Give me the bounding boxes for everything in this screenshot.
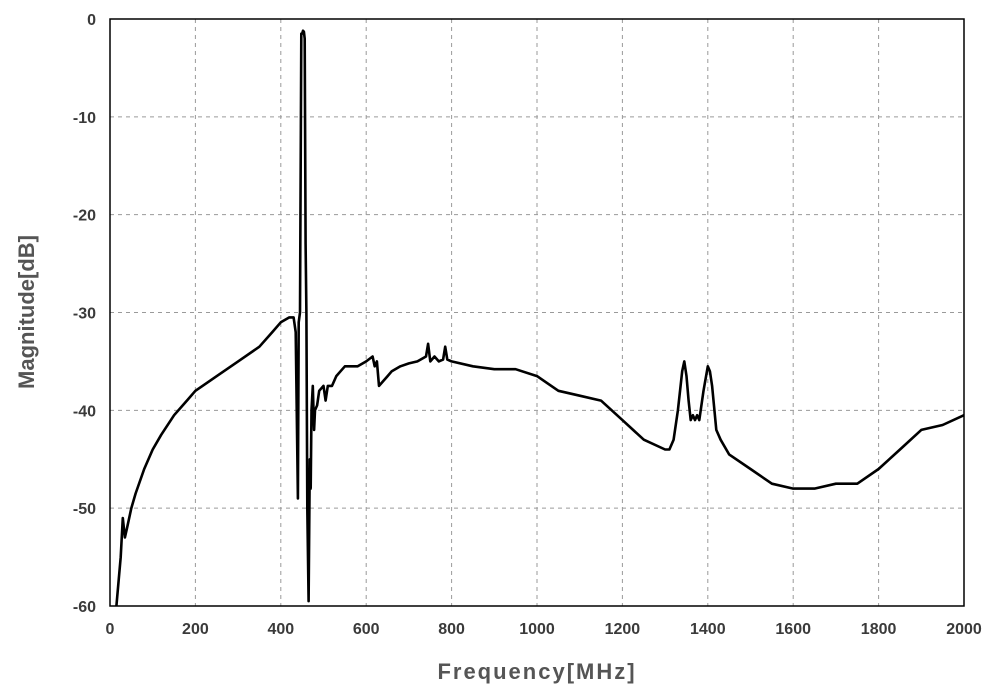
x-tick-label: 1200 — [605, 621, 641, 638]
x-tick-label: 200 — [182, 621, 209, 638]
y-axis-ticks: 0 -10 -20 -30 -40 -50 -60 — [73, 12, 96, 616]
series-line — [115, 29, 965, 607]
x-tick-label: 1600 — [775, 621, 811, 638]
y-tick-label: -30 — [73, 306, 96, 323]
y-tick-label: -60 — [73, 599, 96, 616]
trace-layer — [115, 29, 965, 607]
y-tick-label: -40 — [73, 403, 96, 420]
plot-frame — [109, 18, 965, 607]
x-tick-label: 600 — [353, 621, 380, 638]
x-axis-title: Frequency[MHz] — [437, 659, 636, 684]
x-tick-label: 0 — [106, 621, 115, 638]
y-tick-label: -50 — [73, 501, 96, 518]
y-tick-label: 0 — [87, 12, 96, 29]
x-tick-label: 1800 — [861, 621, 897, 638]
y-axis-title: Magnitude[dB] — [14, 235, 39, 389]
x-axis-ticks: 0 200 400 600 800 1000 1200 1400 1600 1800 2000 — [106, 621, 982, 638]
x-tick-label: 1000 — [519, 621, 555, 638]
x-tick-label: 800 — [438, 621, 465, 638]
y-tick-label: -20 — [73, 208, 96, 225]
x-tick-label: 400 — [267, 621, 294, 638]
x-tick-label: 1400 — [690, 621, 726, 638]
y-tick-label: -10 — [73, 110, 96, 127]
grid — [110, 19, 964, 606]
x-tick-label: 2000 — [946, 621, 982, 638]
